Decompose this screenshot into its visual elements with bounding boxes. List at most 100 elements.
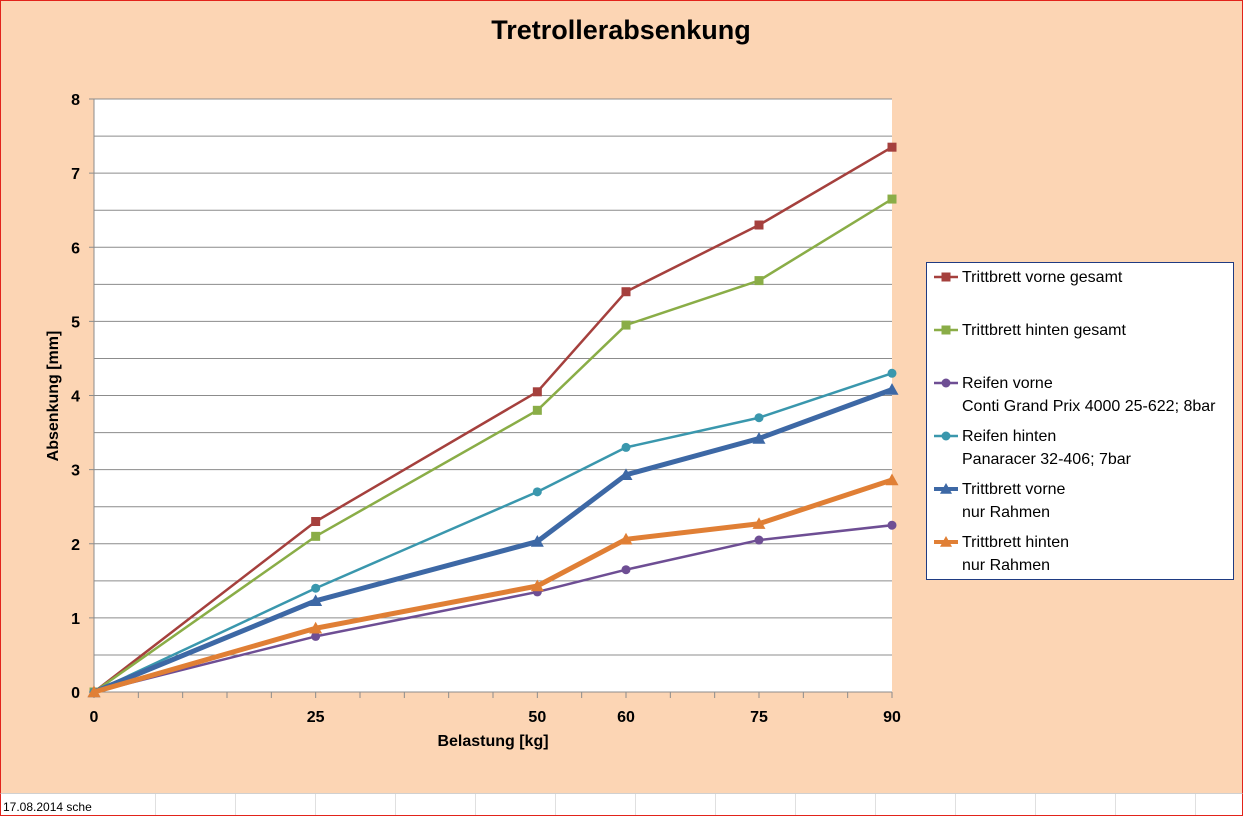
legend-label-line2: Panaracer 32-406; 7bar: [962, 451, 1131, 468]
data-point: [754, 276, 764, 286]
legend-label-line2: nur Rahmen: [962, 557, 1051, 574]
sheet-cell-divider: [875, 794, 876, 815]
data-point: [621, 565, 631, 575]
data-point: [532, 387, 542, 397]
series-line: [93, 198, 893, 694]
data-point: [941, 378, 951, 388]
data-point: [752, 517, 766, 529]
data-point: [621, 320, 631, 330]
chart-title: Tretrollerabsenkung: [491, 15, 751, 45]
data-point: [311, 517, 321, 527]
y-tick-label: 4: [71, 389, 80, 406]
x-tick-label: 90: [883, 709, 901, 726]
sheet-cell-divider: [1115, 794, 1116, 815]
data-point: [887, 368, 897, 378]
y-tick-label: 1: [71, 611, 80, 628]
legend-item: Trittbrett vorne gesamt: [933, 266, 1122, 289]
data-point: [311, 583, 321, 593]
series-6: [87, 473, 899, 698]
series-line: [93, 523, 893, 694]
legend-label: Trittbrett hinten gesamt: [962, 322, 1126, 339]
legend-marker: [934, 536, 958, 547]
series-line: [93, 146, 893, 693]
sheet-cell-divider: [795, 794, 796, 815]
x-tick-label: 60: [617, 709, 635, 726]
legend-item: Trittbrett hinten nur Rahmen: [933, 531, 1069, 577]
legend-marker: [934, 378, 958, 388]
y-tick-label: 0: [71, 685, 80, 702]
data-point: [530, 535, 544, 547]
data-point: [754, 413, 764, 423]
legend-marker: [934, 431, 958, 441]
data-point: [941, 325, 951, 335]
sheet-cell-divider: [475, 794, 476, 815]
footer-text: 17.08.2014 sche: [3, 800, 92, 814]
data-point: [311, 631, 321, 641]
data-point: [885, 473, 899, 486]
legend-label: Trittbrett vorne gesamt: [962, 269, 1123, 286]
legend-label-line2: Conti Grand Prix 4000 25-622; 8bar: [962, 398, 1216, 415]
data-point: [887, 520, 897, 530]
y-tick-label: 3: [71, 463, 80, 480]
data-point: [941, 272, 951, 282]
legend-item: Trittbrett vorne nur Rahmen: [933, 478, 1065, 524]
sheet-cell-divider: [715, 794, 716, 815]
data-point: [621, 442, 631, 452]
legend-label: Reifen hinten: [962, 428, 1057, 445]
x-tick-label: 25: [307, 709, 325, 726]
y-tick-label: 5: [71, 314, 80, 331]
sheet-cell-divider: [315, 794, 316, 815]
legend: Trittbrett vorne gesamt Trittbrett hinten…: [926, 262, 1234, 580]
legend-marker: [934, 483, 958, 494]
sheet-footer: 17.08.2014 sche: [0, 793, 1243, 816]
data-point: [885, 383, 899, 395]
legend-marker: [934, 272, 958, 282]
sheet-cell-divider: [1195, 794, 1196, 815]
sheet-cell-divider: [635, 794, 636, 815]
data-point: [940, 483, 952, 494]
sheet-cell-divider: [1035, 794, 1036, 815]
data-point: [621, 287, 631, 297]
series-line: [93, 372, 893, 694]
data-point: [887, 194, 897, 204]
legend-label: Trittbrett hinten: [962, 534, 1070, 551]
sheet-cell-divider: [555, 794, 556, 815]
x-tick-label: 50: [528, 709, 546, 726]
data-point: [530, 579, 544, 592]
legend-marker: [934, 325, 958, 335]
x-tick-label: 75: [750, 709, 768, 726]
sheet-cell-divider: [395, 794, 396, 815]
legend-item: Reifen vorne Conti Grand Prix 4000 25-622…: [933, 372, 1215, 418]
data-point: [752, 431, 766, 444]
legend-label-line2: nur Rahmen: [962, 504, 1051, 521]
x-axis-label: Belastung [kg]: [437, 733, 548, 750]
legend-label: Reifen vorne: [962, 375, 1053, 392]
axes: 0 1 2 3 4 5 6 7 8 0 25 50 60 75 90: [71, 92, 901, 726]
data-point: [754, 220, 764, 230]
legend-item: Trittbrett hinten gesamt: [933, 319, 1126, 342]
data-point: [619, 532, 633, 545]
series-line: [93, 387, 893, 695]
data-point: [309, 594, 323, 607]
data-point: [619, 468, 633, 481]
y-tick-label: 2: [71, 537, 80, 554]
data-point: [754, 535, 764, 545]
y-axis-label: Absenkung [mm]: [45, 331, 62, 462]
sheet-cell-divider: [955, 794, 956, 815]
x-tick-label: 0: [90, 709, 99, 726]
data-point: [941, 431, 951, 441]
series-layer: [87, 142, 899, 698]
sheet-cell-divider: [155, 794, 156, 815]
y-tick-label: 8: [71, 92, 80, 109]
data-point: [887, 142, 897, 152]
series-line: [93, 477, 893, 695]
sheet-cell-divider: [235, 794, 236, 815]
data-point: [940, 536, 952, 547]
legend-label: Trittbrett vorne: [962, 481, 1066, 498]
y-tick-label: 7: [71, 166, 80, 183]
data-point: [532, 405, 542, 415]
data-point: [311, 531, 321, 541]
y-tick-label: 6: [71, 240, 80, 257]
data-point: [87, 685, 101, 698]
